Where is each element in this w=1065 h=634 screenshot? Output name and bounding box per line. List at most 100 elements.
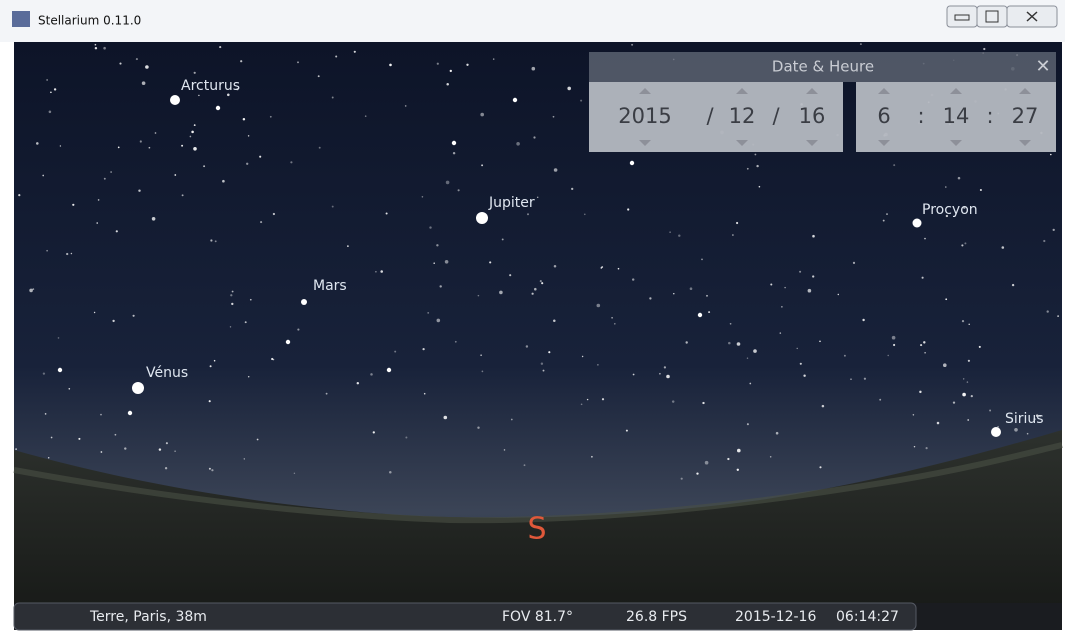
- star: [154, 132, 157, 134]
- star: [525, 345, 529, 348]
- spin-up[interactable]: [1019, 88, 1031, 94]
- spin-down[interactable]: [878, 140, 890, 146]
- star: [127, 410, 133, 416]
- month-field[interactable]: 12: [729, 104, 756, 128]
- star: [375, 270, 377, 273]
- star: [36, 142, 39, 145]
- hour-field[interactable]: 6: [877, 104, 890, 128]
- spin-up[interactable]: [736, 88, 748, 94]
- star: [93, 311, 96, 314]
- star[interactable]: [991, 427, 1001, 437]
- star: [423, 392, 426, 395]
- star: [285, 339, 291, 345]
- maximize-button[interactable]: [976, 5, 1008, 28]
- star: [696, 472, 699, 475]
- star: [678, 234, 681, 237]
- planet[interactable]: [301, 299, 307, 305]
- spin-up[interactable]: [878, 88, 890, 94]
- star: [531, 292, 534, 295]
- spin-down[interactable]: [736, 140, 748, 146]
- star: [42, 174, 45, 177]
- date-box: [589, 82, 843, 152]
- star: [863, 377, 867, 380]
- star: [945, 298, 948, 301]
- star: [222, 179, 225, 183]
- star: [100, 451, 103, 453]
- star: [819, 340, 821, 343]
- star: [44, 413, 47, 415]
- dialog-title-bar: [589, 52, 1056, 82]
- spin-down[interactable]: [806, 140, 818, 146]
- star: [580, 403, 583, 406]
- star: [421, 196, 424, 198]
- star: [913, 445, 916, 448]
- star: [457, 189, 460, 192]
- spin-up[interactable]: [806, 88, 818, 94]
- star: [920, 344, 923, 347]
- star: [227, 93, 230, 97]
- star: [114, 433, 117, 436]
- year-field[interactable]: 2015: [618, 104, 671, 128]
- star: [746, 423, 749, 426]
- spin-up[interactable]: [639, 88, 651, 94]
- spin-down[interactable]: [1019, 140, 1031, 146]
- planet[interactable]: [476, 212, 488, 224]
- star: [756, 164, 759, 168]
- minute-field[interactable]: 14: [943, 104, 970, 128]
- star: [53, 88, 57, 91]
- star: [271, 357, 274, 361]
- star: [553, 319, 556, 322]
- star: [533, 136, 536, 139]
- spin-up[interactable]: [950, 88, 962, 94]
- star: [1001, 246, 1005, 249]
- star: [446, 82, 449, 86]
- star: [477, 426, 480, 429]
- star: [480, 354, 482, 356]
- star: [924, 237, 926, 240]
- dialog-title: Date & Heure: [772, 58, 874, 76]
- window-title: Stellarium 0.11.0: [38, 14, 141, 28]
- star: [380, 270, 383, 273]
- star: [259, 155, 262, 158]
- second-field[interactable]: 27: [1012, 104, 1039, 128]
- star: [347, 245, 349, 247]
- star: [617, 267, 620, 270]
- star[interactable]: [170, 95, 180, 105]
- star: [659, 372, 661, 375]
- star: [539, 280, 542, 283]
- star: [663, 366, 667, 369]
- fps: 26.8 FPS: [626, 609, 687, 625]
- day-field[interactable]: 16: [799, 104, 826, 128]
- spin-down[interactable]: [950, 140, 962, 146]
- star: [112, 319, 115, 323]
- star: [189, 135, 192, 138]
- star: [775, 431, 779, 435]
- status-panel: [13, 602, 917, 631]
- star: [364, 115, 367, 117]
- star: [394, 350, 397, 353]
- star: [753, 349, 757, 353]
- star: [967, 359, 971, 362]
- spin-down[interactable]: [639, 140, 651, 146]
- star: [631, 43, 634, 46]
- star: [983, 47, 986, 51]
- star: [784, 286, 786, 289]
- dialog-close[interactable]: ✕: [1035, 56, 1050, 77]
- cardinal-point: S: [527, 512, 546, 547]
- star: [912, 414, 915, 416]
- star: [625, 429, 628, 432]
- star: [46, 249, 48, 252]
- star: [921, 276, 924, 279]
- planet[interactable]: [132, 382, 144, 394]
- star: [138, 189, 141, 192]
- star[interactable]: [912, 218, 922, 228]
- spin-arrows: [639, 88, 1031, 146]
- star: [443, 415, 448, 420]
- minimize-button[interactable]: [946, 5, 978, 28]
- star: [429, 226, 432, 229]
- star: [591, 455, 593, 458]
- star: [708, 311, 711, 314]
- star: [148, 146, 151, 149]
- star: [57, 367, 63, 373]
- star: [94, 43, 97, 46]
